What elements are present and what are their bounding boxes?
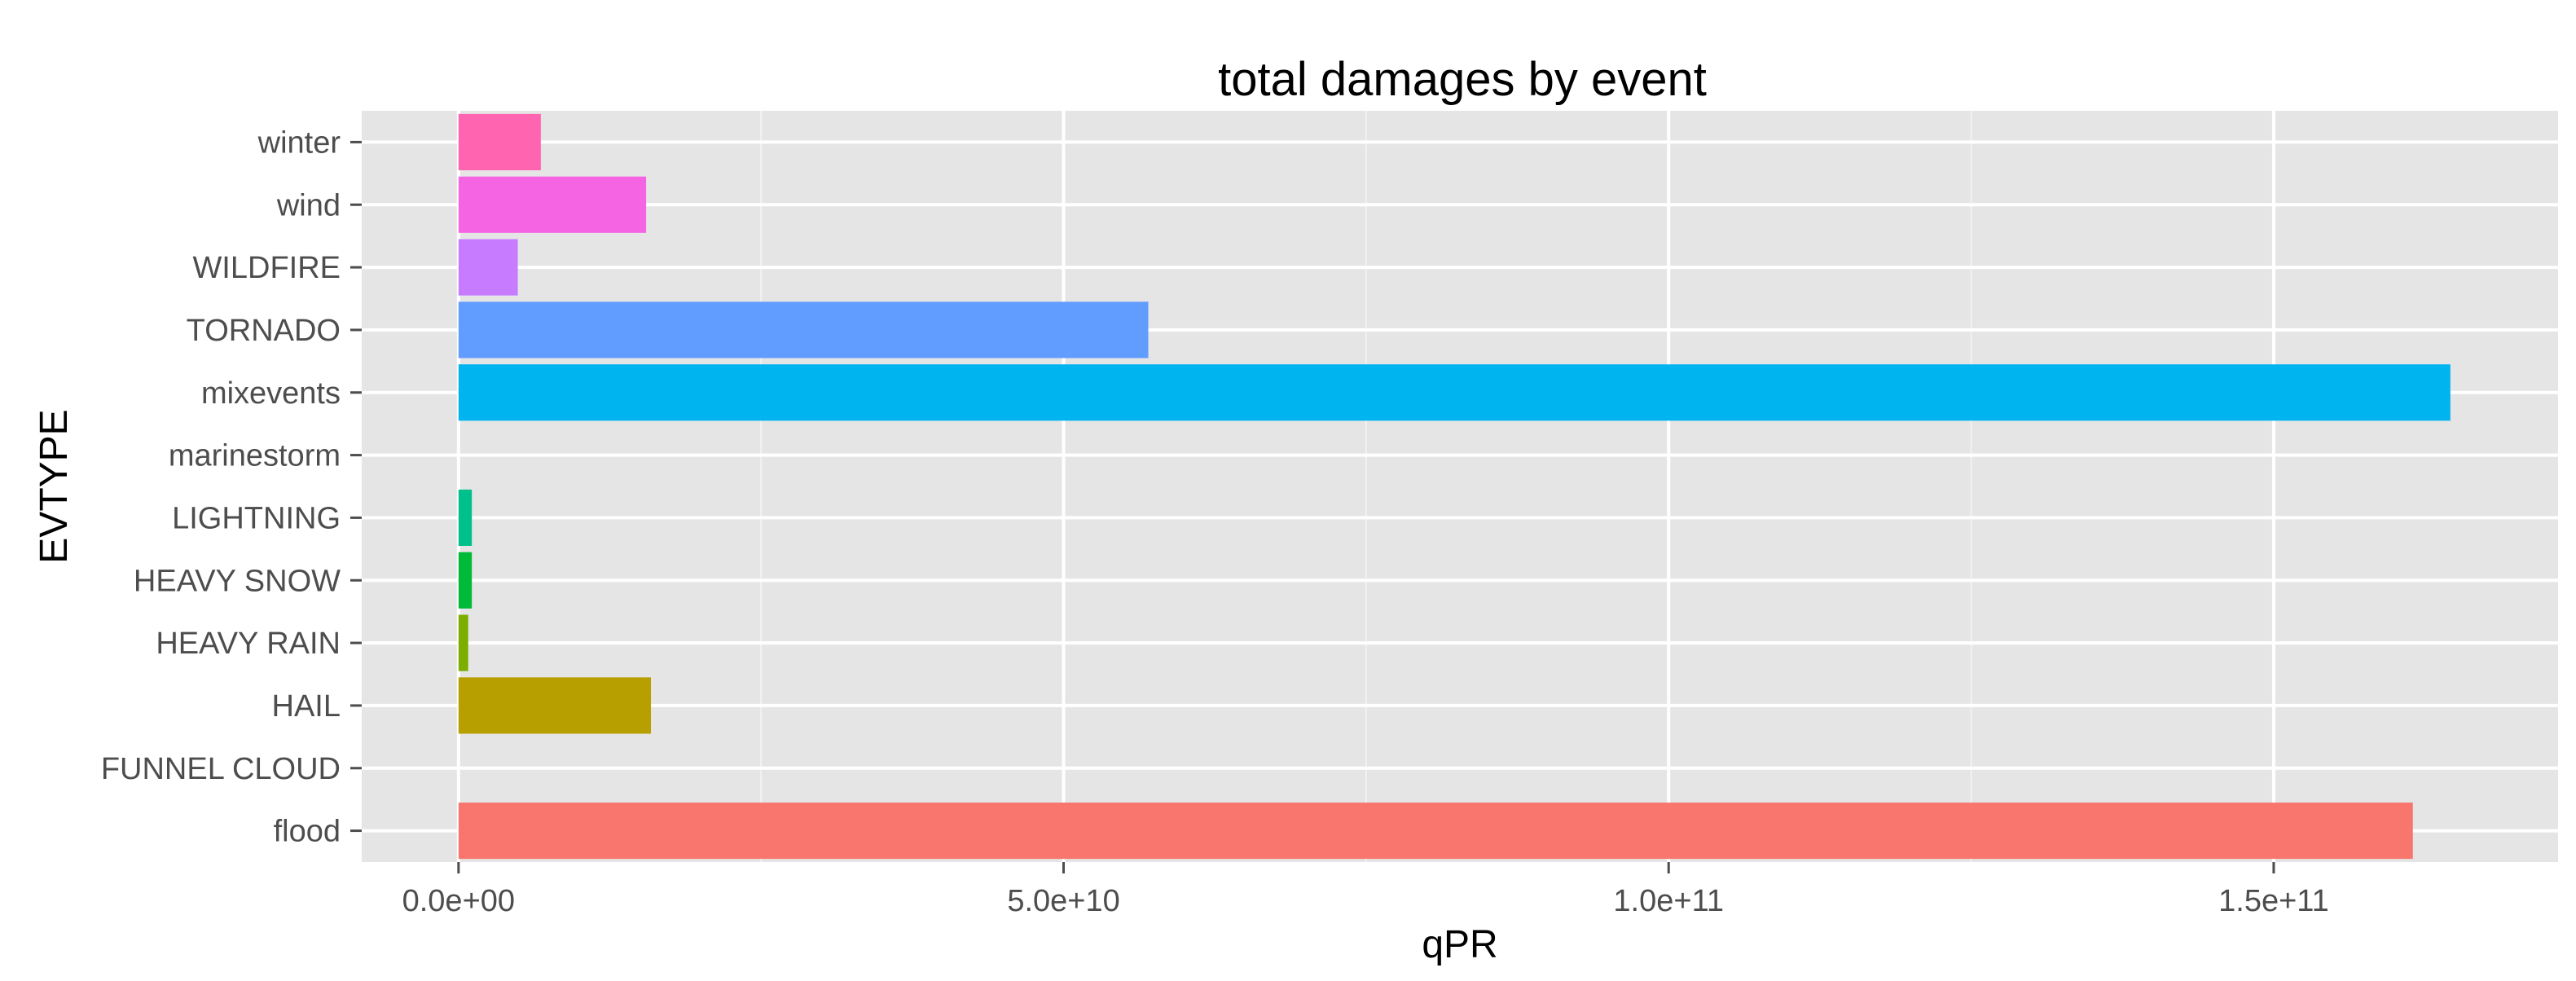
y-tick-label: wind <box>276 188 341 222</box>
y-tick-label: TORNADO <box>187 314 341 348</box>
plot-panel <box>362 111 2558 862</box>
y-tick-label: WILDFIRE <box>192 251 341 285</box>
bar-wildfire <box>458 239 518 296</box>
bar-lightning <box>458 489 473 546</box>
x-tick-label: 5.0e+10 <box>1007 884 1119 918</box>
y-tick-label: marinestorm <box>169 439 341 473</box>
x-tick-label: 1.0e+11 <box>1613 884 1724 918</box>
y-tick-label: winter <box>257 125 341 160</box>
bar-mixevents <box>458 364 2451 421</box>
y-tick-label: HAIL <box>272 689 341 724</box>
bar-hail <box>458 677 652 734</box>
y-tick-label: flood <box>274 815 341 849</box>
y-axis: flood FUNNEL CLOUD HAIL HEAVY RAIN HEAVY SNO… <box>101 125 362 849</box>
x-axis-title: qPR <box>1422 923 1497 966</box>
grid-lines <box>362 111 2558 862</box>
y-tick-label: HEAVY RAIN <box>156 627 341 661</box>
bar-heavy-rain <box>458 614 468 671</box>
bar-winter <box>458 113 541 170</box>
chart-title: total damages by event <box>1218 53 1707 106</box>
bar-wind <box>458 176 647 233</box>
y-axis-title: EVTYPE <box>33 409 76 563</box>
x-tick-label: 0.0e+00 <box>402 884 515 918</box>
bar-flood <box>458 803 2413 860</box>
x-axis: 0.0e+00 5.0e+10 1.0e+11 1.5e+11 <box>402 862 2329 918</box>
bar-heavy-snow <box>458 552 473 609</box>
y-tick-label: LIGHTNING <box>172 501 341 535</box>
bars <box>458 113 2451 860</box>
x-tick-label: 1.5e+11 <box>2218 884 2329 918</box>
y-tick-label: mixevents <box>201 376 341 411</box>
bar-tornado <box>458 301 1149 359</box>
y-tick-label: FUNNEL CLOUD <box>101 752 341 786</box>
y-tick-label: HEAVY SNOW <box>134 564 341 598</box>
